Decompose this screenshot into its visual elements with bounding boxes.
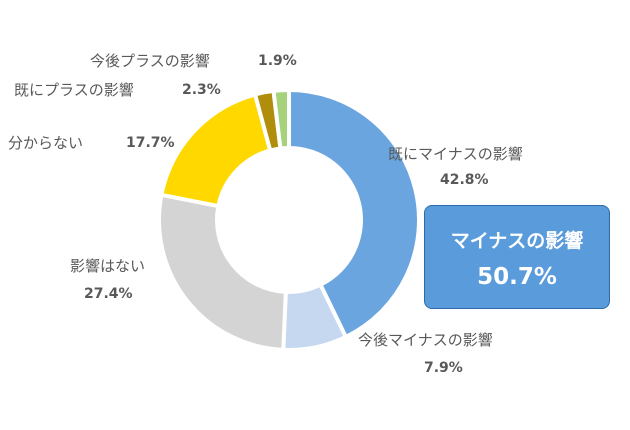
pct-future-negative: 7.9% xyxy=(424,360,463,376)
label-future-positive: 今後プラスの影響 xyxy=(90,52,210,70)
slice-existing-negative xyxy=(287,87,421,340)
slice-future-positive xyxy=(271,87,291,151)
callout-value: 50.7% xyxy=(477,264,557,290)
label-no-impact: 影響はない xyxy=(70,257,146,275)
slice-unknown xyxy=(159,92,273,209)
slice-no-impact xyxy=(157,192,288,352)
pct-existing-negative: 42.8% xyxy=(440,172,489,188)
label-future-negative: 今後マイナスの影響 xyxy=(358,331,493,349)
label-existing-negative: 既にマイナスの影響 xyxy=(388,145,523,163)
pct-no-impact: 27.4% xyxy=(84,286,133,302)
label-unknown: 分からない xyxy=(8,134,84,152)
label-existing-positive: 既にプラスの影響 xyxy=(14,81,134,99)
pct-existing-positive: 2.3% xyxy=(182,82,221,98)
negative-impact-callout: マイナスの影響 50.7% xyxy=(424,205,610,309)
pct-unknown: 17.7% xyxy=(126,135,175,151)
donut-slices xyxy=(157,87,421,352)
callout-title: マイナスの影響 xyxy=(450,230,584,252)
pct-future-positive: 1.9% xyxy=(258,53,297,69)
